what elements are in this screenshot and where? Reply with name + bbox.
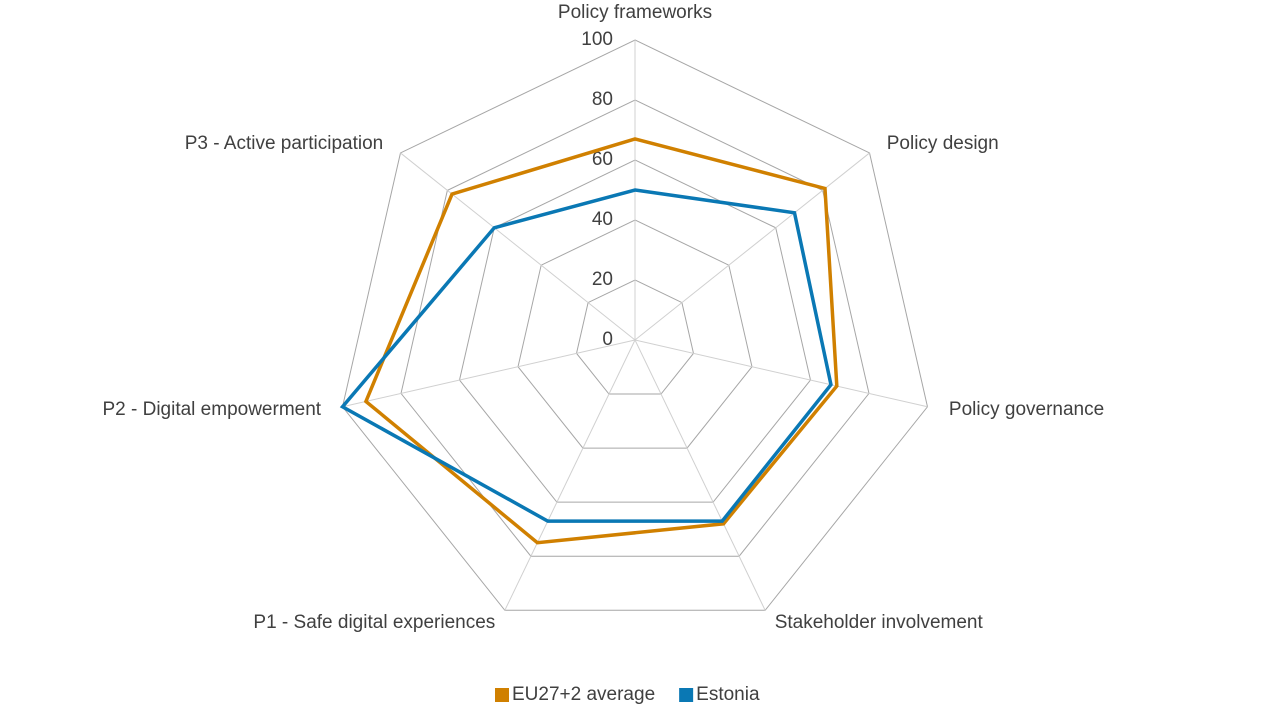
legend-label: EU27+2 average xyxy=(512,684,655,705)
r-tick-label: 0 xyxy=(602,329,613,350)
r-tick-label: 80 xyxy=(592,89,613,110)
grid-line xyxy=(341,39,929,611)
category-label: Policy governance xyxy=(949,399,1104,420)
spoke xyxy=(400,152,636,341)
legend-swatch xyxy=(679,688,694,702)
category-label: Stakeholder involvement xyxy=(775,612,984,633)
grid-line xyxy=(575,279,695,395)
r-tick-label: 20 xyxy=(592,269,613,290)
category-label: P3 - Active participation xyxy=(185,133,384,154)
r-tick-label: 40 xyxy=(592,209,613,230)
r-tick-label: 100 xyxy=(581,29,613,50)
spoke xyxy=(504,339,636,611)
legend-label: Estonia xyxy=(696,684,760,705)
spoke xyxy=(634,339,766,611)
category-label: P2 - Digital empowerment xyxy=(102,399,321,420)
category-label: P1 - Safe digital experiences xyxy=(253,612,495,633)
spoke xyxy=(342,339,636,408)
grid-line xyxy=(517,219,753,449)
r-tick-label: 60 xyxy=(592,149,613,170)
legend-swatch xyxy=(495,688,509,702)
category-label: Policy design xyxy=(887,133,999,154)
grid-line xyxy=(458,159,812,503)
series-line xyxy=(339,188,833,523)
spoke xyxy=(634,339,928,408)
series-line xyxy=(363,137,839,545)
spoke xyxy=(634,152,870,341)
category-label: Policy frameworks xyxy=(558,2,712,23)
